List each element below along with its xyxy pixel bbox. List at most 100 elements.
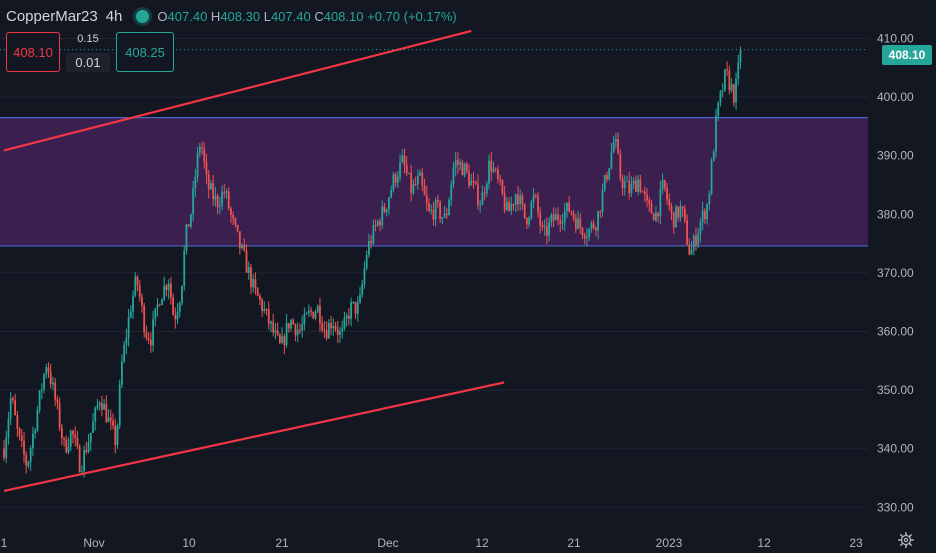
candle-body <box>178 303 181 312</box>
candle-body <box>430 209 433 211</box>
candle-body <box>550 214 553 223</box>
candle-body <box>87 442 90 453</box>
candle-body <box>343 318 346 329</box>
candle-body <box>592 223 595 228</box>
candle-body <box>626 180 628 182</box>
candle-body <box>169 283 172 298</box>
candle-body <box>36 409 39 431</box>
trendline[interactable] <box>3 381 505 492</box>
candle-body <box>227 191 230 209</box>
candle-body <box>247 267 250 273</box>
candle-body <box>721 90 724 92</box>
candle-body <box>512 204 515 206</box>
grid-lines <box>0 38 868 508</box>
candle-body <box>370 240 373 244</box>
candle-body <box>72 430 74 435</box>
candle-body <box>588 229 591 238</box>
candle-body <box>590 223 593 230</box>
candle-body <box>732 84 735 103</box>
candle-body <box>614 139 617 142</box>
candle-body <box>652 213 655 221</box>
candle-body <box>737 62 740 79</box>
low-value: 407.40 <box>270 9 311 24</box>
buy-button[interactable]: 408.25 <box>116 32 174 72</box>
time-axis[interactable] <box>0 530 868 553</box>
candle-body <box>221 192 223 206</box>
candle-body <box>332 326 335 329</box>
candle-body <box>283 336 286 346</box>
candle-body <box>54 382 57 400</box>
candle-body <box>494 168 497 170</box>
candle-body <box>617 139 619 154</box>
candle-body <box>254 279 257 288</box>
candle-body <box>410 172 413 194</box>
legend-header: CopperMar23 4h O407.40 H408.30 L407.40 C… <box>6 8 457 25</box>
time-tick-label: 2023 <box>656 536 683 550</box>
candle-body <box>34 430 37 434</box>
candle-body <box>408 172 410 174</box>
candle-body <box>218 205 221 207</box>
candle-body <box>225 191 228 193</box>
candle-body <box>345 315 348 319</box>
candle-body <box>241 244 243 249</box>
candle-body <box>20 435 23 441</box>
candle-body <box>183 250 186 287</box>
candle-body <box>372 224 375 244</box>
candle-body <box>198 146 201 153</box>
candle-body <box>697 233 700 246</box>
candle-body <box>517 194 519 205</box>
candle-body <box>570 211 573 213</box>
candle-body <box>572 212 575 218</box>
candle-body <box>621 178 624 189</box>
candle-body <box>207 174 210 190</box>
candle-body <box>521 195 524 204</box>
candle-body <box>459 162 462 165</box>
quantity-input[interactable]: 0.01 <box>66 53 110 72</box>
time-tick-label: 21 <box>275 536 289 550</box>
candle-body <box>67 446 70 453</box>
candle-body <box>361 284 364 295</box>
price-tick-label: 350.00 <box>877 383 914 397</box>
candle-body <box>187 224 190 227</box>
candle-body <box>655 212 657 221</box>
candlestick-series <box>3 46 742 478</box>
candle-body <box>432 209 435 220</box>
candle-body <box>167 283 170 291</box>
candle-body <box>316 305 319 313</box>
symbol-name[interactable]: CopperMar23 <box>6 8 98 25</box>
candle-body <box>192 188 195 215</box>
change-value: +0.70 (+0.17%) <box>367 9 457 24</box>
candle-body <box>546 226 548 236</box>
trendline[interactable] <box>3 29 472 152</box>
gear-icon[interactable] <box>895 530 917 550</box>
candle-body <box>423 185 426 195</box>
candle-body <box>274 330 277 333</box>
candle-body <box>399 162 401 177</box>
candle-body <box>354 301 357 314</box>
candle-body <box>439 201 441 219</box>
time-tick-label: Dec <box>377 536 398 550</box>
candle-body <box>672 212 675 228</box>
candle-body <box>601 190 604 212</box>
candle-body <box>116 425 119 446</box>
candle-body <box>127 317 130 338</box>
candle-body <box>43 374 45 390</box>
candle-body <box>414 184 417 186</box>
timeframe-label[interactable]: 4h <box>105 8 123 25</box>
price-axis[interactable] <box>868 0 936 553</box>
candle-body <box>666 188 668 200</box>
candle-body <box>243 244 246 251</box>
candle-body <box>250 267 252 288</box>
candle-body <box>40 389 43 391</box>
candle-body <box>561 222 564 224</box>
close-key: C <box>314 9 324 24</box>
candle-body <box>728 70 731 91</box>
spread-quantity: 0.15 0.01 <box>66 32 110 72</box>
candle-body <box>630 184 633 194</box>
candle-body <box>176 311 179 320</box>
time-tick-label: Nov <box>83 536 104 550</box>
candle-body <box>563 211 566 223</box>
sell-button[interactable]: 408.10 <box>6 32 60 72</box>
candle-body <box>296 329 299 336</box>
